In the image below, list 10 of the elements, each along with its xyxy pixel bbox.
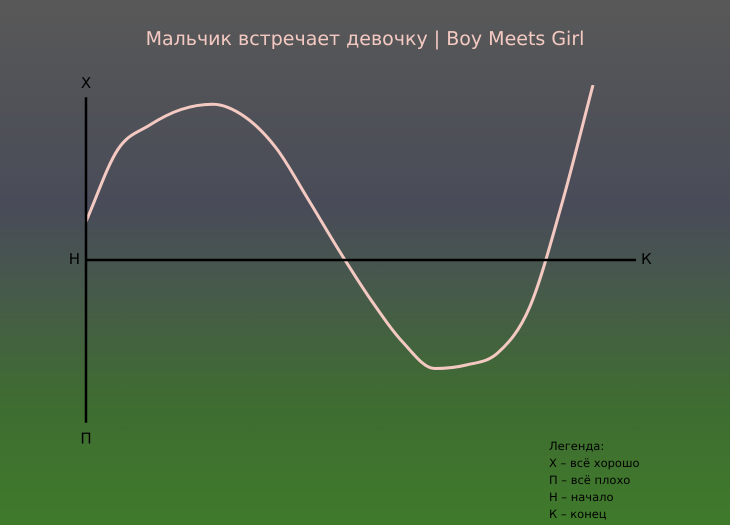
- text: Легенда:: [549, 438, 606, 455]
- text: Н: [68, 250, 80, 268]
- text: К: [641, 250, 652, 268]
- text: П: [80, 430, 92, 448]
- chart-title: Мальчик встречает девочку | Boy Meets Girl: [144, 28, 586, 50]
- text: Х – всё хорошо: [549, 455, 640, 472]
- text: П – всё плохо: [549, 472, 632, 489]
- text: К – конец: [549, 506, 608, 523]
- annotation: Х: [80, 74, 92, 92]
- text: Н – начало: [549, 489, 615, 506]
